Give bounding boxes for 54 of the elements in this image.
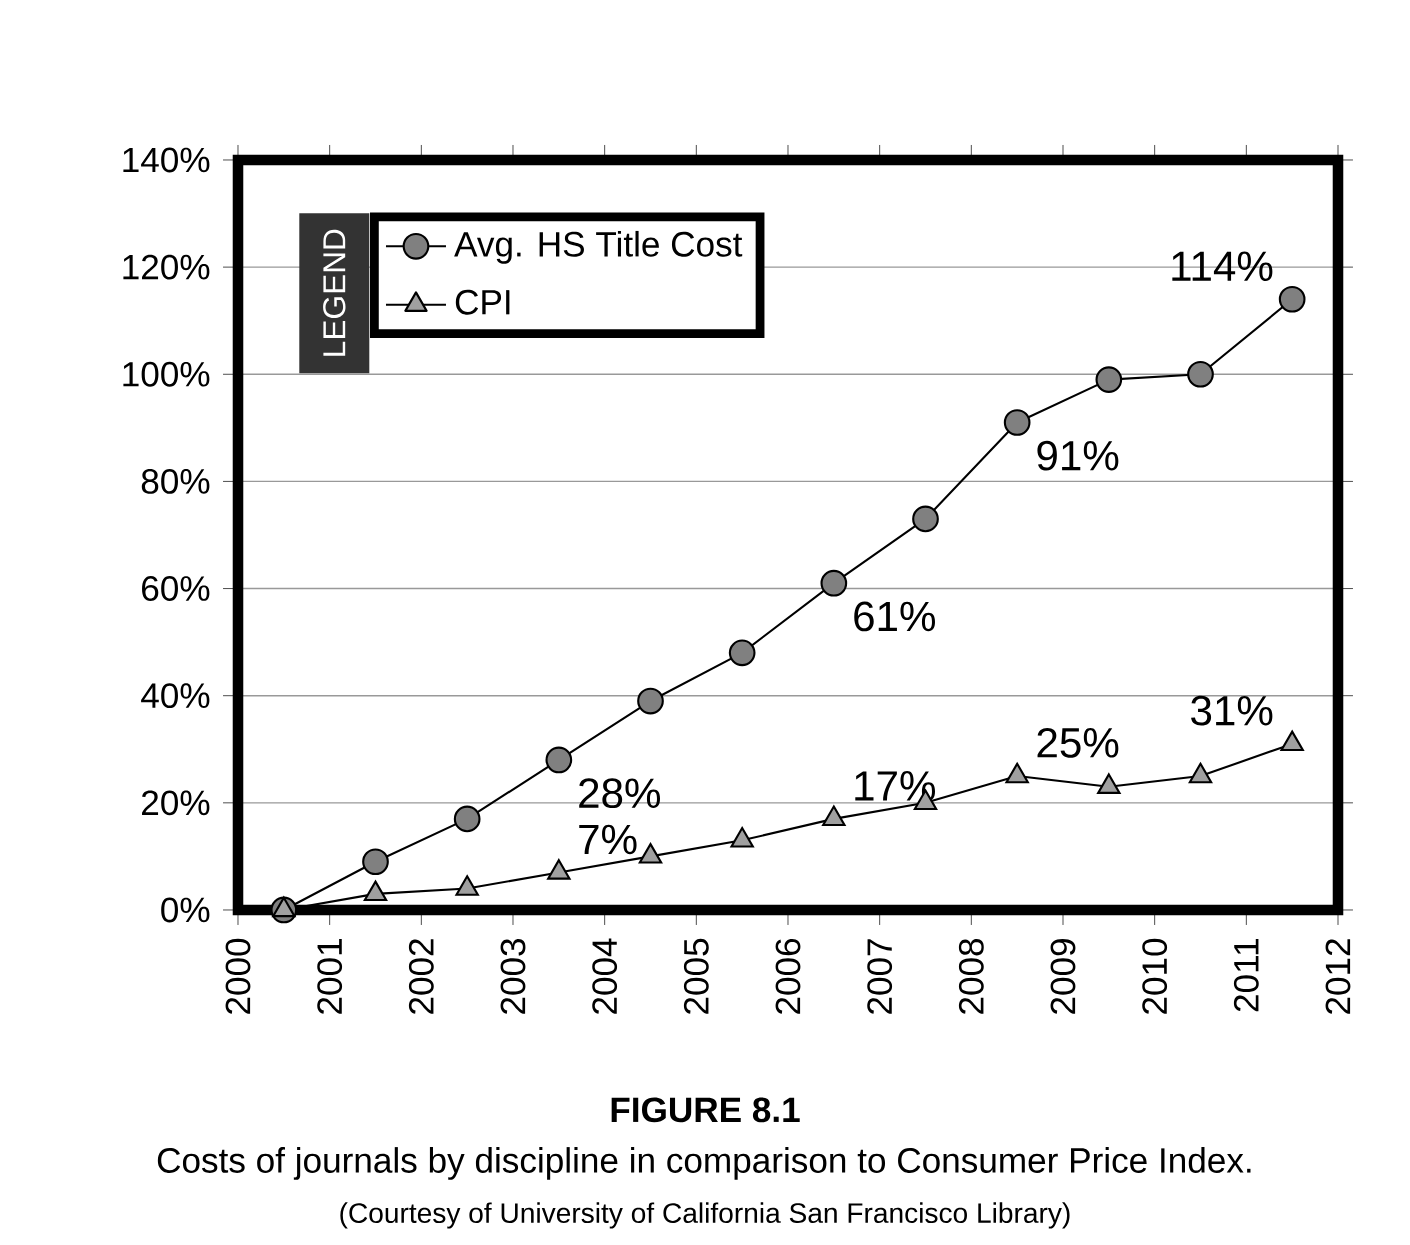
y-tick-label: 20% [142, 790, 210, 816]
point [455, 875, 479, 896]
point [820, 569, 848, 597]
point [1005, 762, 1029, 784]
point [638, 843, 663, 864]
point [1280, 730, 1304, 752]
data-label: 25% [1037, 727, 1119, 758]
point [637, 687, 664, 715]
point [1095, 366, 1123, 393]
data-label: 91% [1037, 440, 1119, 471]
data-label: 61% [854, 601, 935, 632]
legend-label: CPI [455, 289, 510, 315]
x-tick-label: 2001 [317, 939, 343, 1014]
y-tick-label: 120% [123, 254, 210, 280]
y-tick-label: 60% [142, 576, 210, 601]
legend-title: LEGEND [323, 229, 346, 356]
x-tick-label: 2008 [958, 938, 984, 1014]
x-tick-label: 2010 [1142, 938, 1168, 1014]
y-tick-label: 140% [123, 147, 210, 173]
data-label: 114% [1172, 251, 1273, 281]
point [1188, 762, 1213, 784]
x-tick-label: 2011 [1233, 939, 1259, 1012]
x-tick-label: 2003 [500, 938, 526, 1014]
x-tick-label: 2009 [1050, 939, 1076, 1014]
data-label: 28% [579, 778, 660, 809]
point [1187, 360, 1214, 388]
x-tick-label: 2000 [225, 938, 251, 1014]
point [728, 639, 756, 667]
y-tick-label: 40% [141, 683, 210, 709]
x-tick-label: 2004 [592, 938, 618, 1014]
x-tick-label: 2007 [867, 939, 893, 1014]
data-label: 31% [1191, 695, 1273, 726]
x-tick-label: 2006 [775, 938, 801, 1014]
y-tick-label: 0% [161, 897, 210, 923]
point [822, 805, 846, 827]
x-tick-label: 2005 [683, 938, 709, 1014]
x-tick-label: 2012 [1325, 939, 1351, 1014]
point [912, 505, 939, 533]
point [730, 826, 754, 848]
y-tick-label: 80% [141, 468, 210, 494]
point [547, 859, 571, 880]
point [363, 880, 388, 902]
data-label: 7% [579, 824, 637, 855]
text: (Courtesy of University of California San Francisco Library) [340, 1202, 1070, 1229]
point [1097, 773, 1121, 794]
data-label: 17% [855, 771, 935, 801]
y-tick-label: 100% [123, 361, 210, 387]
point [1003, 409, 1031, 436]
x-tick-label: 2002 [408, 939, 434, 1014]
point [272, 896, 296, 918]
point [1278, 285, 1306, 313]
text: Costs of journals by discipline in comparison to Consumer Price Index. [157, 1147, 1251, 1180]
legend-label: Avg. HS Title Cost [454, 230, 743, 264]
text: FIGURE 8.1 [611, 1097, 800, 1123]
